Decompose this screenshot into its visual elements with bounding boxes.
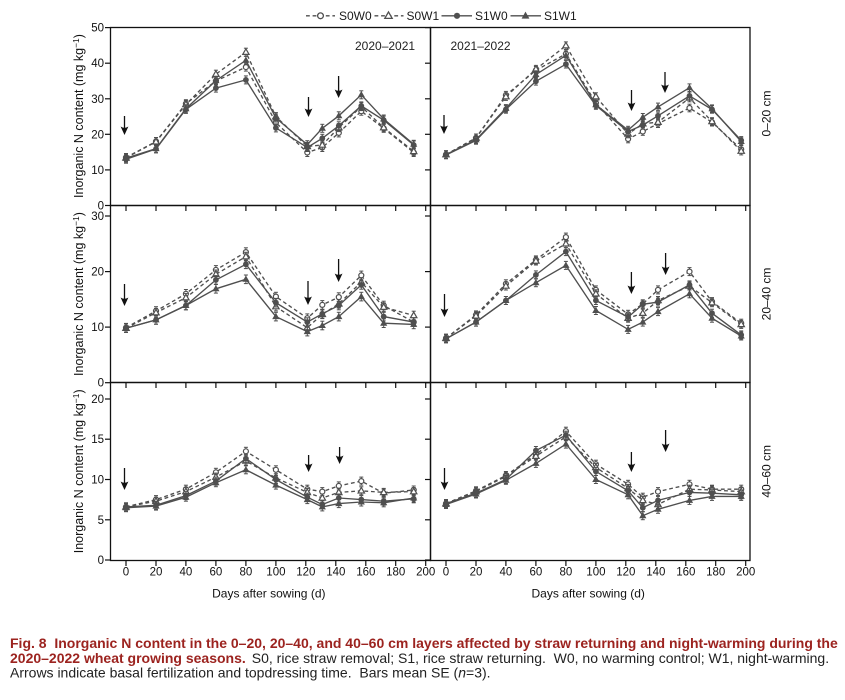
svg-text:Inorganic N content (mg kg−1): Inorganic N content (mg kg−1) xyxy=(71,34,86,198)
svg-text:Days after sowing (d): Days after sowing (d) xyxy=(212,587,325,601)
svg-text:5: 5 xyxy=(98,515,104,527)
svg-text:15: 15 xyxy=(91,434,104,446)
svg-text:20–40 cm: 20–40 cm xyxy=(760,268,774,321)
svg-text:200: 200 xyxy=(736,567,755,579)
svg-text:40: 40 xyxy=(500,567,513,579)
svg-text:50: 50 xyxy=(91,23,104,35)
svg-text:180: 180 xyxy=(386,567,405,579)
svg-text:0: 0 xyxy=(443,567,449,579)
svg-text:180: 180 xyxy=(706,567,725,579)
svg-text:20: 20 xyxy=(470,567,483,579)
svg-text:160: 160 xyxy=(356,567,375,579)
svg-text:0: 0 xyxy=(123,567,129,579)
svg-text:20: 20 xyxy=(150,567,163,579)
svg-text:10: 10 xyxy=(91,475,104,487)
svg-text:2021–2022: 2021–2022 xyxy=(451,39,511,53)
svg-text:120: 120 xyxy=(616,567,635,579)
svg-text:0: 0 xyxy=(98,555,104,567)
svg-text:S1W0: S1W0 xyxy=(475,9,508,23)
svg-text:80: 80 xyxy=(560,567,573,579)
svg-text:60: 60 xyxy=(210,567,223,579)
svg-text:Inorganic N content (mg kg−1): Inorganic N content (mg kg−1) xyxy=(71,212,86,376)
svg-text:S0W1: S0W1 xyxy=(407,9,440,23)
svg-text:10: 10 xyxy=(91,322,104,334)
svg-text:80: 80 xyxy=(240,567,253,579)
svg-text:140: 140 xyxy=(326,567,345,579)
svg-text:20: 20 xyxy=(91,267,104,279)
svg-text:S1W1: S1W1 xyxy=(544,9,577,23)
svg-text:Arrows indicate basal fertiliz: Arrows indicate basal fertilization and … xyxy=(10,665,491,681)
svg-text:200: 200 xyxy=(416,567,435,579)
svg-text:140: 140 xyxy=(646,567,665,579)
svg-text:Fig. 8 Inorganic N content in: Fig. 8 Inorganic N content in the 0–20, … xyxy=(10,635,838,651)
svg-text:100: 100 xyxy=(266,567,285,579)
svg-text:120: 120 xyxy=(296,567,315,579)
svg-text:30: 30 xyxy=(91,94,104,106)
svg-text:10: 10 xyxy=(91,165,104,177)
svg-text:0: 0 xyxy=(98,378,104,390)
svg-text:30: 30 xyxy=(91,211,104,223)
svg-text:100: 100 xyxy=(586,567,605,579)
svg-text:Inorganic N content (mg kg−1): Inorganic N content (mg kg−1) xyxy=(71,389,86,553)
svg-text:2020–2021: 2020–2021 xyxy=(355,39,415,53)
svg-text:0–20 cm: 0–20 cm xyxy=(760,90,774,136)
svg-text:60: 60 xyxy=(530,567,543,579)
svg-text:40: 40 xyxy=(91,58,104,70)
svg-text:160: 160 xyxy=(676,567,695,579)
svg-text:0: 0 xyxy=(98,201,104,213)
svg-text:2020–2022 wheat growing season: 2020–2022 wheat growing seasons. S0, rice… xyxy=(10,650,829,666)
svg-text:S0W0: S0W0 xyxy=(339,9,372,23)
svg-text:20: 20 xyxy=(91,129,104,141)
svg-text:20: 20 xyxy=(91,394,104,406)
svg-text:Days after sowing (d): Days after sowing (d) xyxy=(532,587,645,601)
svg-text:40–60 cm: 40–60 cm xyxy=(760,445,774,498)
svg-text:40: 40 xyxy=(180,567,193,579)
